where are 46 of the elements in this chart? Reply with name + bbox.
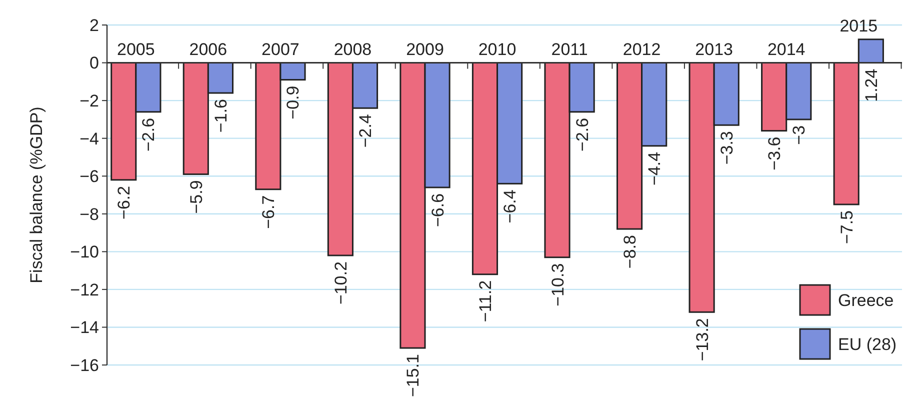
data-label: −1.6: [211, 99, 230, 133]
data-label: −3.6: [765, 136, 784, 170]
data-label: −11.2: [476, 280, 495, 322]
data-label: −4.4: [645, 152, 664, 186]
data-label: −10.3: [548, 263, 568, 306]
data-label: −15.1: [404, 354, 423, 398]
x-tick-label: 2012: [622, 40, 661, 59]
data-label: −8.8: [620, 235, 640, 269]
y-tick-label: −12: [70, 280, 99, 300]
x-tick-label: 2008: [334, 40, 372, 59]
data-label: −6.6: [428, 193, 448, 228]
y-tick-label: 2: [90, 16, 99, 35]
y-tick-label: −4: [80, 129, 99, 148]
data-label: −3.3: [717, 131, 736, 165]
y-tick-label: −14: [70, 318, 99, 338]
x-tick-label: 2014: [767, 40, 806, 59]
data-label: −2.6: [572, 118, 592, 152]
x-tick-label: 2011: [551, 40, 588, 59]
data-label: −6.2: [114, 186, 134, 220]
y-axis-title: Fiscal balance (%GDP): [27, 106, 46, 284]
legend-label: EU (28): [838, 334, 897, 354]
data-label: 1.24: [862, 68, 881, 102]
y-tick-label: −16: [70, 356, 99, 375]
data-label: −3: [790, 125, 809, 145]
x-tick-label: 2010: [478, 40, 516, 59]
legend-label: Greece: [838, 290, 894, 310]
data-label: −6.7: [259, 195, 278, 229]
x-tick-label: 2009: [406, 40, 444, 59]
x-tick-label: 2006: [189, 40, 228, 59]
data-label: −7.5: [837, 210, 856, 244]
data-label: −5.9: [186, 180, 206, 214]
y-tick-label: 0: [90, 54, 99, 73]
y-tick-label: −6: [80, 167, 99, 186]
y-tick-label: −2: [80, 92, 99, 111]
x-tick-label: 2015: [840, 16, 878, 36]
y-tick-label: −8: [80, 204, 99, 224]
data-label: −2.4: [356, 114, 376, 148]
data-label: −0.9: [284, 86, 303, 120]
data-label: −6.4: [500, 190, 520, 224]
data-label: −2.6: [139, 118, 158, 152]
x-tick-label: 2013: [695, 40, 734, 59]
y-tick-label: −10: [70, 242, 99, 262]
x-tick-label: 2007: [262, 40, 300, 59]
data-label: −13.2: [692, 318, 712, 362]
x-tick-label: 2005: [116, 40, 155, 59]
data-label: −10.2: [331, 261, 350, 304]
